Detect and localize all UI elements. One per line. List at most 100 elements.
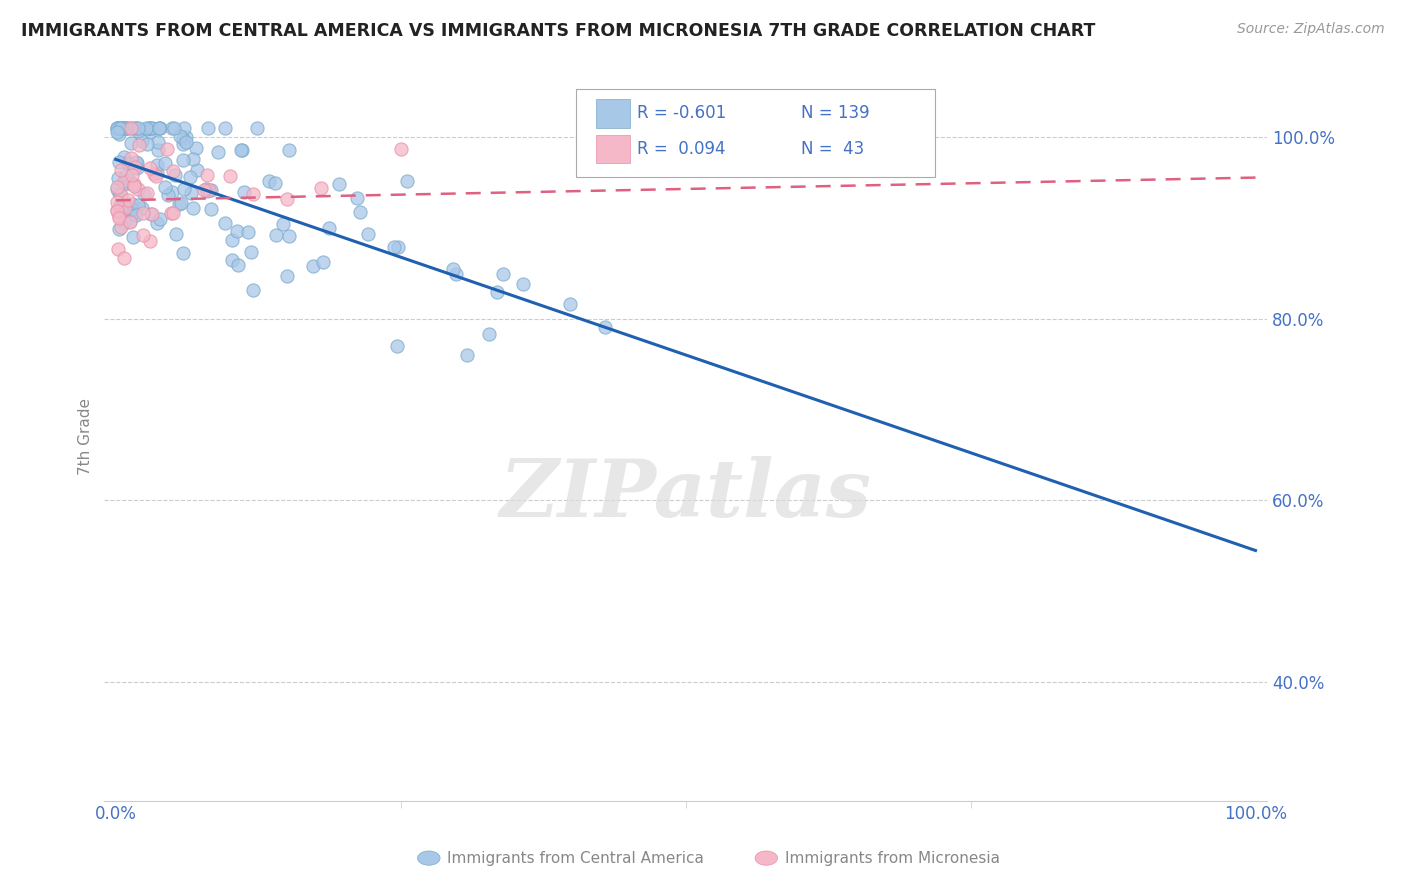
Point <box>115 120 138 135</box>
Point <box>160 206 183 220</box>
Point <box>312 255 335 269</box>
Point <box>478 326 501 341</box>
Point <box>157 188 180 202</box>
Point <box>141 120 163 135</box>
Point <box>118 173 141 187</box>
Text: R =  0.094: R = 0.094 <box>637 140 725 158</box>
Point <box>172 245 194 260</box>
Point <box>139 161 162 175</box>
Point <box>111 120 134 135</box>
Point <box>181 201 204 215</box>
Point <box>131 202 153 216</box>
Point <box>229 143 252 157</box>
Point <box>328 177 350 191</box>
Point <box>232 185 254 199</box>
Point <box>110 162 132 177</box>
Point <box>121 230 143 244</box>
Point <box>105 179 128 194</box>
Point <box>186 163 208 178</box>
Point <box>172 131 194 145</box>
Point <box>163 120 186 135</box>
Point <box>155 179 177 194</box>
Point <box>264 176 287 190</box>
Point <box>115 156 138 170</box>
Point <box>169 129 191 144</box>
Point <box>271 217 294 231</box>
Point <box>105 125 128 139</box>
Point <box>242 283 264 297</box>
Point <box>114 201 136 215</box>
Point <box>114 199 136 213</box>
Point <box>197 184 219 198</box>
Point <box>121 169 143 183</box>
Point <box>382 240 405 254</box>
Point <box>114 120 136 135</box>
Point <box>107 186 129 201</box>
Point <box>193 183 215 197</box>
Point <box>122 177 145 191</box>
Point <box>108 209 131 223</box>
Point <box>148 135 170 149</box>
Point <box>108 155 131 169</box>
Text: N = 139: N = 139 <box>801 104 870 122</box>
Point <box>127 120 149 135</box>
Point <box>162 164 184 178</box>
Point <box>276 192 298 206</box>
Point <box>246 120 269 135</box>
Point <box>149 120 172 135</box>
Point <box>389 143 412 157</box>
Point <box>127 182 149 196</box>
Point <box>139 207 162 221</box>
Point <box>135 120 157 135</box>
Point <box>214 120 236 135</box>
Point <box>146 143 169 157</box>
Point <box>110 120 132 135</box>
Point <box>165 227 187 241</box>
Point <box>112 177 135 191</box>
Point <box>105 195 128 210</box>
Point <box>107 171 129 186</box>
Point <box>180 186 202 201</box>
Point <box>125 120 148 135</box>
Point <box>110 202 132 217</box>
Point <box>131 134 153 148</box>
Point <box>112 251 135 265</box>
Point <box>107 242 129 256</box>
Point <box>127 197 149 211</box>
Point <box>149 212 172 227</box>
Point <box>226 258 249 272</box>
Point <box>231 143 253 157</box>
Point <box>105 202 128 217</box>
Point <box>108 120 131 135</box>
Point <box>264 228 287 243</box>
Point <box>112 150 135 164</box>
Text: ZIPatlas: ZIPatlas <box>499 457 872 533</box>
Point <box>132 186 155 201</box>
Point <box>135 186 157 200</box>
Point <box>512 277 534 291</box>
Text: Immigrants from Central America: Immigrants from Central America <box>447 851 704 865</box>
Point <box>238 225 260 239</box>
Point <box>302 259 325 273</box>
Point <box>387 240 409 254</box>
Point <box>125 207 148 221</box>
Point <box>174 130 197 145</box>
Point <box>148 120 170 135</box>
Point <box>120 214 142 228</box>
Point <box>108 127 131 141</box>
Point <box>110 219 132 234</box>
Point <box>276 268 298 283</box>
Point <box>207 145 229 160</box>
Point <box>218 169 240 183</box>
Point <box>179 170 201 185</box>
Point <box>160 185 183 199</box>
Point <box>138 120 160 135</box>
Point <box>108 120 131 135</box>
Text: IMMIGRANTS FROM CENTRAL AMERICA VS IMMIGRANTS FROM MICRONESIA 7TH GRADE CORRELAT: IMMIGRANTS FROM CENTRAL AMERICA VS IMMIG… <box>21 22 1095 40</box>
Point <box>125 155 148 169</box>
Point <box>128 137 150 152</box>
Point <box>486 285 509 300</box>
Point <box>186 141 208 155</box>
Point <box>173 120 195 135</box>
Point <box>105 120 128 135</box>
